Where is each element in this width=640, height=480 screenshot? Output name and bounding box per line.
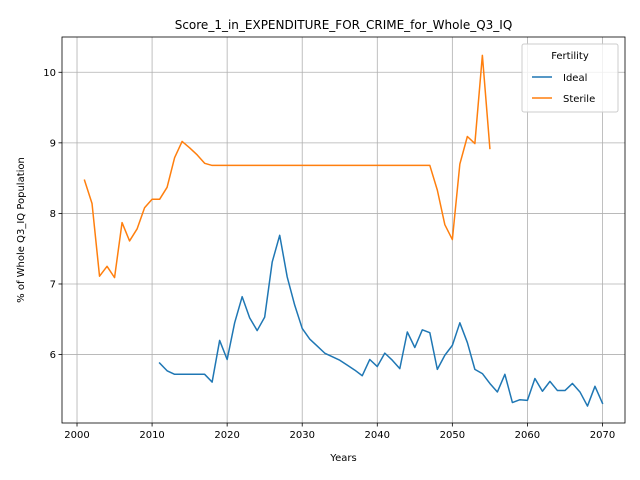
y-tick-label-1: 7 xyxy=(50,279,56,290)
x-tick-label-1: 2010 xyxy=(139,430,164,441)
x-tick-label-2: 2020 xyxy=(214,430,239,441)
plot-frame xyxy=(61,36,626,424)
legend: Fertility Ideal Sterile xyxy=(521,43,619,113)
x-tick-label-3: 2030 xyxy=(289,430,314,441)
x-tick-label-0: 2000 xyxy=(64,430,89,441)
series-line-ideal xyxy=(158,234,604,407)
x-tick-label-4: 2040 xyxy=(365,430,390,441)
chart-title: Score_1_in_EXPENDITURE_FOR_CRIME_for_Who… xyxy=(175,18,513,32)
y-tick-label-0: 6 xyxy=(50,350,56,361)
x-tick-label-6: 2060 xyxy=(515,430,540,441)
legend-label-sterile: Sterile xyxy=(563,94,595,105)
y-tick-label-4: 10 xyxy=(43,68,56,79)
legend-box xyxy=(521,43,619,113)
legend-title: Fertility xyxy=(551,51,589,62)
y-axis-label: % of Whole Q3_IQ Population xyxy=(16,157,27,303)
x-axis-ticks: 2000 2010 2020 2030 2040 2050 2060 2070 xyxy=(64,423,615,441)
series-line-sterile xyxy=(83,54,491,279)
x-tick-label-5: 2050 xyxy=(440,430,465,441)
y-tick-label-3: 9 xyxy=(50,138,56,149)
x-tick-label-7: 2070 xyxy=(590,430,615,441)
y-axis-ticks: 6 7 8 9 10 xyxy=(43,68,62,361)
series-lines xyxy=(83,54,604,407)
legend-label-ideal: Ideal xyxy=(563,73,587,84)
x-axis-label: Years xyxy=(329,453,356,464)
y-tick-label-2: 8 xyxy=(50,209,56,220)
